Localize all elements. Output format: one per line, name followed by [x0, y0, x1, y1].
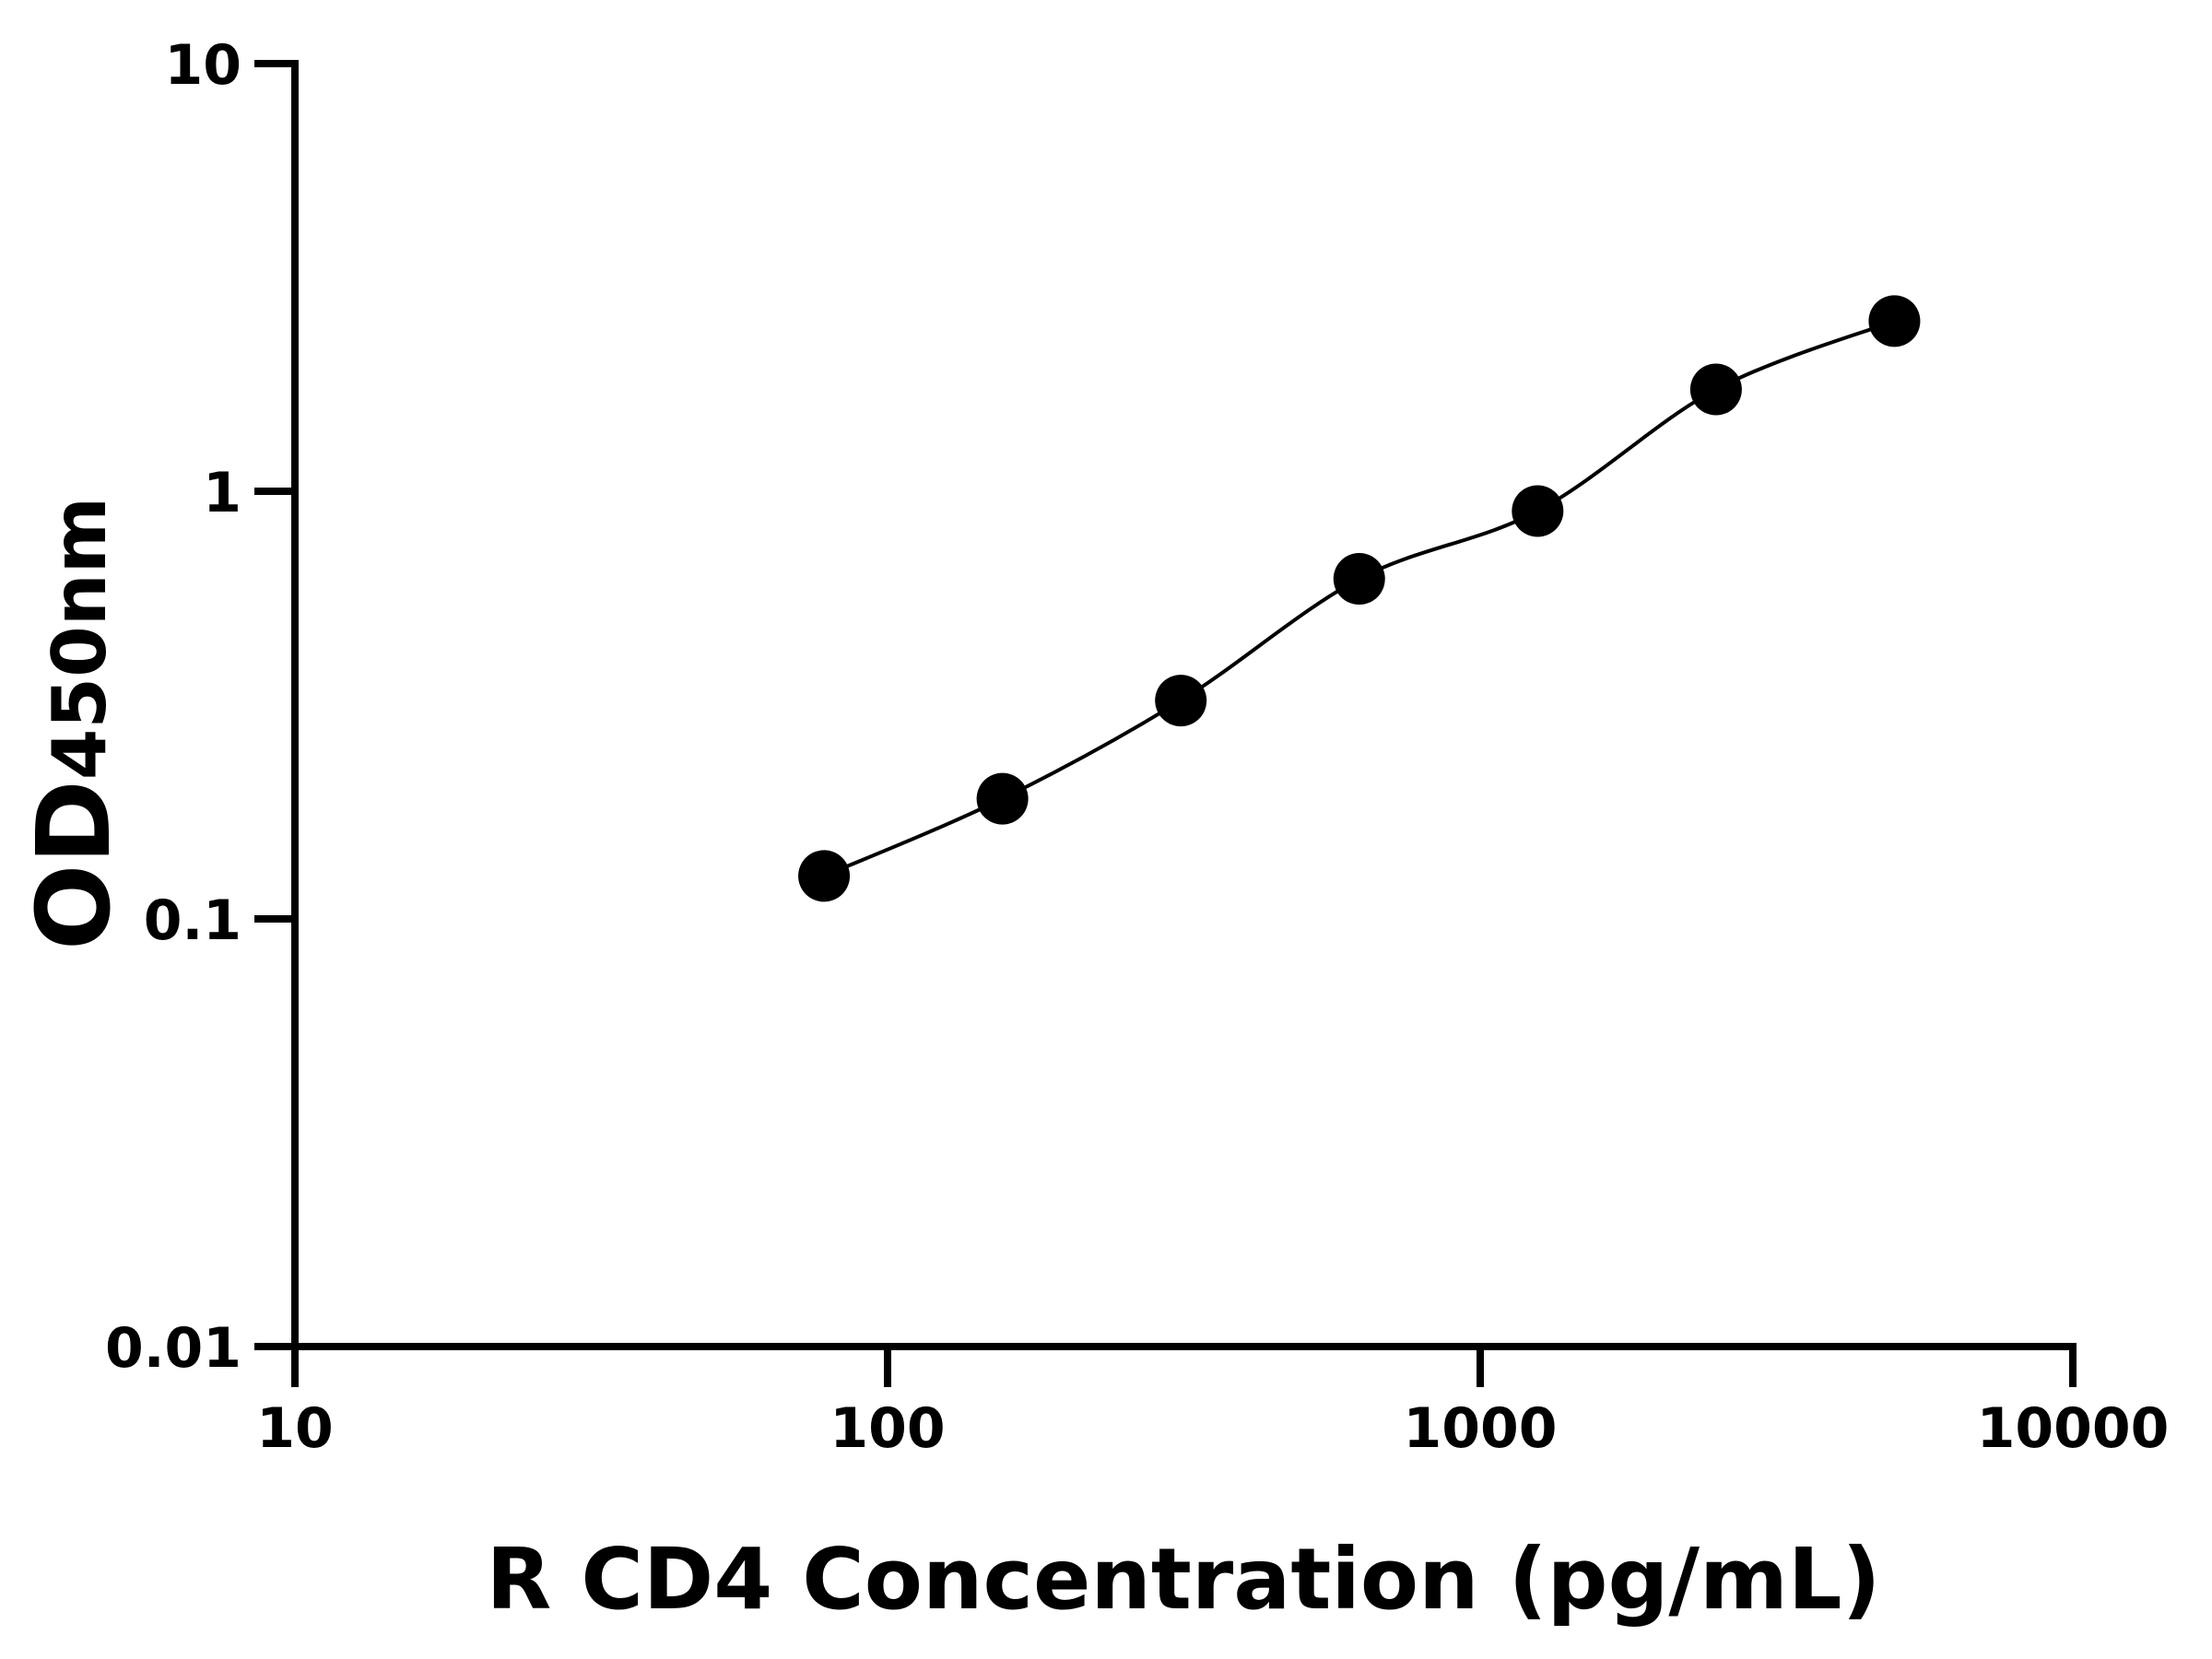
data-point — [1689, 363, 1742, 416]
data-point — [1333, 553, 1385, 606]
data-point — [1155, 675, 1207, 727]
data-point — [1868, 295, 1921, 347]
y-tick-label: 0.1 — [144, 888, 241, 953]
y-axis-label-subscript: 450nm — [37, 497, 123, 780]
x-axis-label: R CD4 Concentration (pg/mL) — [486, 1530, 1880, 1629]
y-tick-label: 1 — [203, 461, 241, 525]
x-tick-label: 10000 — [1977, 1396, 2170, 1461]
y-axis-label: OD450nm — [15, 497, 133, 950]
data-point — [976, 772, 1029, 825]
x-tick-label: 10 — [256, 1396, 334, 1461]
y-tick-label: 0.01 — [105, 1316, 241, 1381]
x-tick-label: 1000 — [1404, 1396, 1558, 1461]
data-point — [798, 850, 851, 902]
data-point — [1512, 485, 1564, 537]
x-tick-label: 100 — [830, 1396, 945, 1461]
y-axis-label-main: OD — [15, 780, 133, 950]
y-tick-label: 10 — [165, 33, 242, 98]
